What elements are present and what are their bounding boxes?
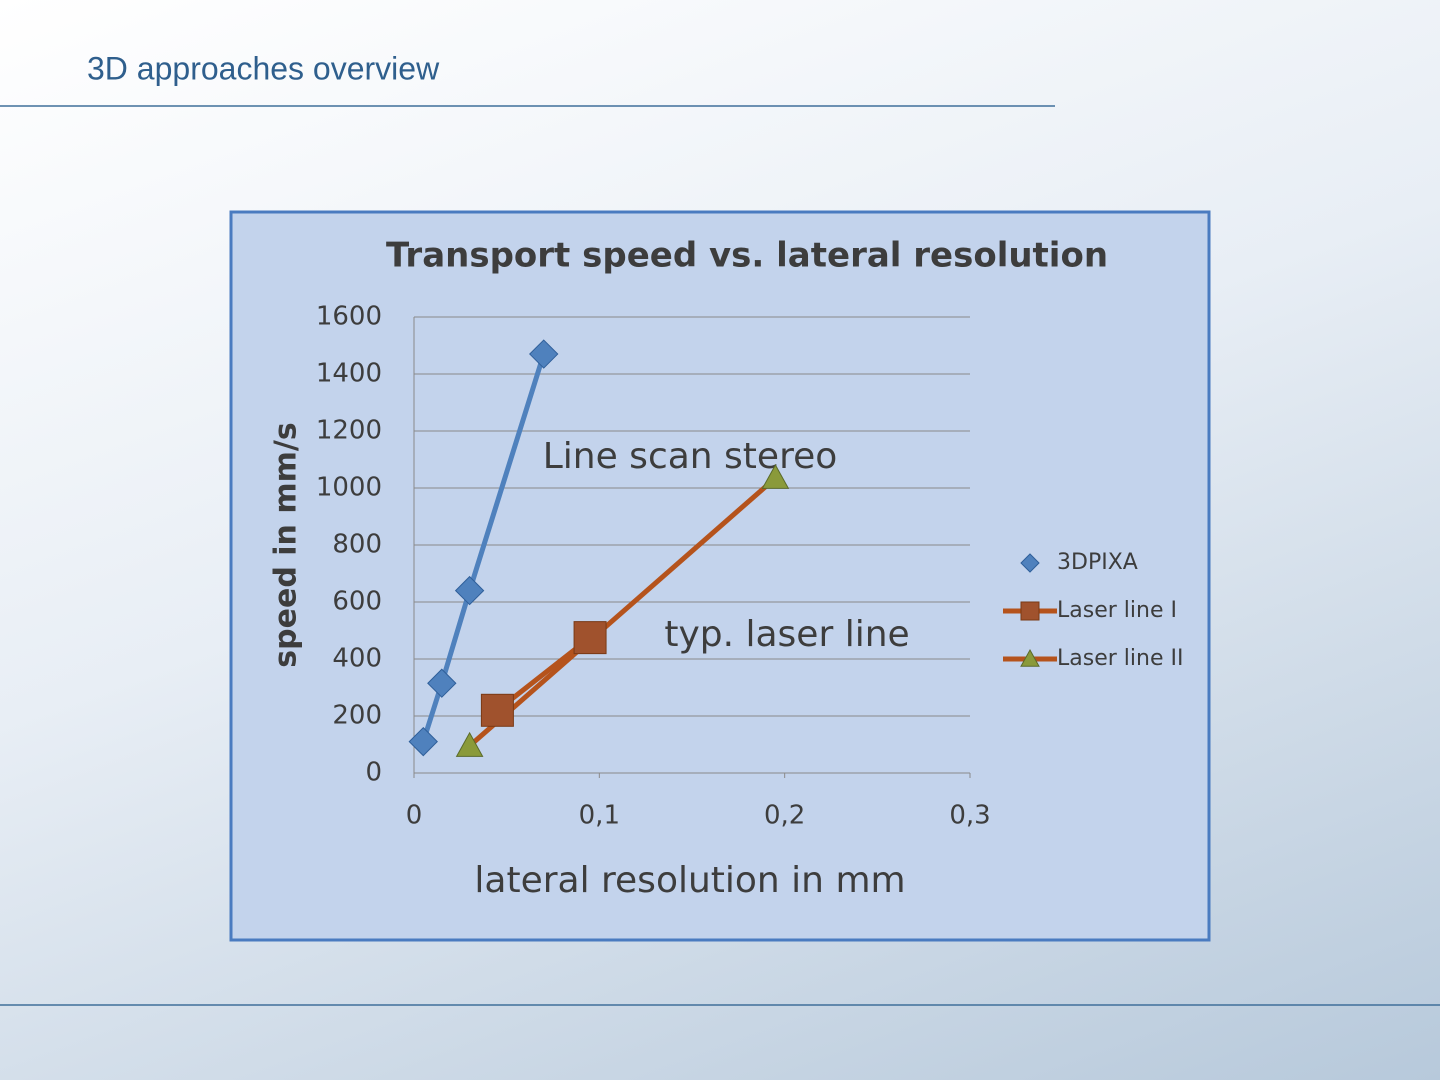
x-tick-label: 0,3 xyxy=(949,801,990,831)
y-tick-label: 1000 xyxy=(316,473,382,503)
y-axis-label: speed in mm/s xyxy=(269,422,304,667)
marker xyxy=(427,668,457,698)
annotation: Line scan stereo xyxy=(543,436,838,477)
marker xyxy=(480,693,514,727)
marker xyxy=(761,463,790,489)
x-axis-label: lateral resolution in mm xyxy=(474,860,905,901)
marker xyxy=(529,339,559,369)
chart-frame xyxy=(229,210,1211,942)
legend-marker xyxy=(1020,553,1040,573)
y-tick-label: 1200 xyxy=(316,416,382,446)
x-tick-label: 0,1 xyxy=(579,801,620,831)
legend-label: Laser line II xyxy=(1057,646,1183,671)
legend-label: Laser line I xyxy=(1057,598,1177,623)
y-tick-label: 0 xyxy=(365,758,382,788)
marker xyxy=(454,575,485,606)
marker xyxy=(455,731,484,757)
annotation: typ. laser line xyxy=(664,614,909,655)
x-tick-label: 0,2 xyxy=(764,801,805,831)
y-tick-label: 1400 xyxy=(316,359,382,389)
marker xyxy=(573,621,607,655)
slide-title: 3D approaches overview xyxy=(87,50,440,86)
legend-marker xyxy=(1020,648,1040,667)
y-tick-label: 1600 xyxy=(316,302,382,332)
chart-title: Transport speed vs. lateral resolution xyxy=(386,236,1108,276)
y-tick-label: 200 xyxy=(332,701,382,731)
y-tick-label: 400 xyxy=(332,644,382,674)
y-tick-label: 800 xyxy=(332,530,382,560)
x-tick-label: 0 xyxy=(406,801,423,831)
marker xyxy=(408,726,438,757)
series-line xyxy=(467,476,778,748)
y-tick-label: 600 xyxy=(332,587,382,617)
legend-label: 3DPIXA xyxy=(1057,550,1138,575)
series-line xyxy=(420,353,547,743)
legend-marker xyxy=(1020,601,1040,621)
